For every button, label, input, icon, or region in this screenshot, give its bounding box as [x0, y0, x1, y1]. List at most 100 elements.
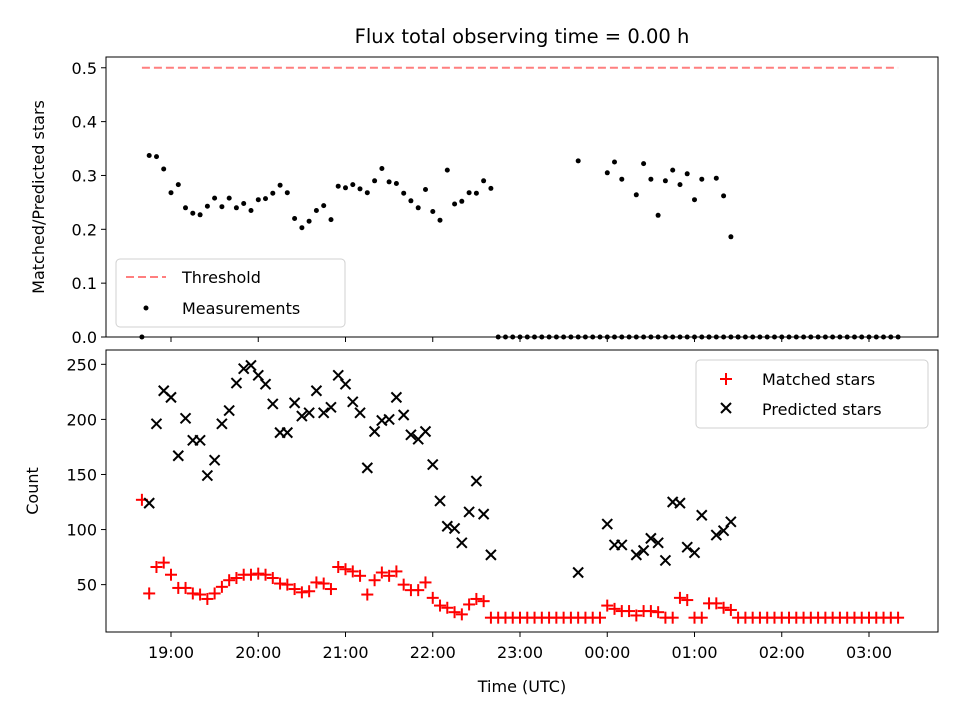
measurement-point	[372, 178, 378, 184]
matched-star-point	[426, 591, 439, 604]
predicted-star-point	[383, 413, 395, 426]
measurement-point	[379, 166, 385, 171]
bottom-plot-frame	[105, 349, 939, 633]
predicted-star-point	[332, 369, 344, 382]
measurement-point	[437, 217, 443, 223]
predicted-star-point	[288, 397, 301, 409]
matched-star-point	[608, 602, 621, 615]
predicted-star-point	[688, 546, 701, 559]
top-legend: Threshold Measurements	[115, 258, 346, 328]
measurement-point	[146, 153, 152, 158]
matched-star-point	[266, 572, 279, 585]
predicted-star-point	[245, 359, 257, 372]
predicted-star-point	[434, 495, 446, 507]
matched-star-point	[179, 581, 192, 594]
matched-star-point	[324, 583, 337, 596]
matched-star-point	[230, 572, 243, 585]
measurement-point	[313, 208, 319, 213]
x-axis-label: Time (UTC)	[477, 677, 566, 696]
matched-star-point	[201, 592, 214, 605]
measurement-point	[481, 178, 487, 184]
predicted-star-point	[317, 407, 330, 419]
measurement-point	[423, 187, 428, 192]
measurement-point	[415, 205, 421, 211]
measurement-point	[692, 197, 697, 203]
matched-star-point	[644, 605, 657, 618]
measurement-point	[321, 203, 327, 209]
measurement-point	[277, 182, 283, 188]
bottom-panel: Count Time (UTC) 50 100 150 200 250 19:00 20:…	[23, 349, 939, 696]
measurement-point	[233, 205, 239, 211]
predicted-star-point	[645, 532, 657, 545]
matched-star-point	[601, 599, 614, 612]
predicted-star-point	[616, 539, 628, 551]
matched-star-point	[281, 578, 294, 591]
predicted-star-point	[259, 378, 272, 390]
predicted-star-point	[572, 566, 584, 579]
matched-star-point	[441, 601, 454, 614]
matched-star-point	[419, 576, 432, 589]
matched-star-point	[150, 561, 163, 574]
matched-star-point	[244, 568, 257, 581]
measurement-point	[633, 192, 639, 198]
measurement-point	[604, 170, 610, 176]
predicted-star-point	[485, 549, 497, 561]
matched-star-point	[223, 574, 236, 587]
measurement-point	[284, 190, 290, 196]
measurement-point	[335, 183, 341, 189]
predicted-star-point	[674, 497, 686, 509]
measurement-point	[466, 190, 472, 196]
measurement-point	[575, 158, 581, 164]
predicted-star-point	[172, 450, 184, 462]
measurements-legend-swatch	[143, 305, 149, 311]
matched-star-point	[652, 606, 665, 619]
measurement-point	[459, 198, 465, 204]
matched-star-point	[448, 606, 461, 619]
top-panel: Flux total observing time = 0.00 h Match…	[29, 25, 939, 347]
predicted-star-point	[143, 497, 155, 509]
predicted-star-point	[281, 426, 294, 439]
predicted-star-point	[456, 537, 468, 549]
top-y-axis-label: Matched/Predicted stars	[29, 100, 48, 294]
matched-star-point	[346, 565, 359, 578]
measurement-point	[190, 210, 196, 216]
matched-stars-points	[135, 493, 905, 624]
predicted-star-point	[216, 418, 228, 430]
matched-star-point	[630, 609, 643, 622]
matched-star-point	[274, 577, 287, 590]
measurement-point	[452, 201, 458, 207]
x-tick-label: 22:00	[410, 643, 456, 662]
matched-star-point	[361, 588, 374, 601]
matched-star-point	[477, 595, 490, 608]
top-legend-box	[115, 258, 346, 328]
predicted-star-point	[630, 549, 643, 561]
bottom-x-ticks: 19:00 20:00 21:00 22:00 23:00 00:00 01:00 02:00…	[148, 632, 892, 662]
matched-star-point	[368, 574, 381, 587]
measurement-point	[328, 217, 334, 223]
x-tick-label: 01:00	[671, 643, 717, 662]
matched-star-point	[390, 565, 403, 578]
matched-star-point	[892, 611, 905, 624]
predicted-star-point	[238, 363, 250, 375]
predicted-star-point	[725, 516, 737, 528]
predicted-star-point	[179, 412, 192, 425]
measurement-point	[168, 190, 174, 196]
top-y-tick-label: 0.1	[72, 274, 97, 293]
predicted-star-point	[601, 518, 613, 530]
predicted-star-point	[637, 544, 650, 557]
predicted-star-point	[347, 396, 359, 408]
bottom-y-tick-label: 100	[66, 521, 97, 540]
predicted-star-point	[405, 429, 417, 441]
predicted-legend-swatch	[720, 402, 732, 414]
matched-legend-swatch	[720, 373, 732, 385]
measurement-point	[728, 234, 734, 240]
measurement-point	[212, 195, 218, 201]
measurement-point	[364, 190, 370, 196]
matched-star-point	[339, 563, 352, 576]
measurement-point	[343, 185, 348, 191]
predicted-star-point	[463, 506, 475, 518]
measurement-point	[721, 193, 727, 199]
predicted-star-point	[477, 508, 490, 520]
matched-star-point	[208, 587, 221, 600]
top-y-tick-label: 0.4	[72, 113, 97, 132]
